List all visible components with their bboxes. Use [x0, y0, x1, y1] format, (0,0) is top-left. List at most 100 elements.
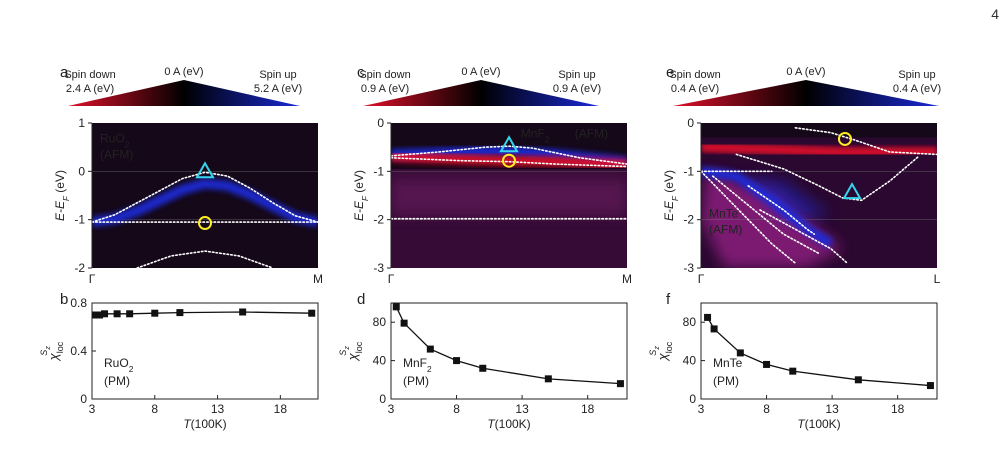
panel-f-point-0 — [704, 313, 712, 321]
panel-c-ytick-label-3: -3 — [373, 261, 384, 275]
panel-b-point-4 — [126, 310, 134, 318]
panel-b-point-5 — [151, 309, 159, 317]
panel-c-heatmap — [391, 123, 627, 268]
panel-c-dotted-band-0 — [391, 145, 627, 165]
panel-c-ylabel-text: E-EF (eV) — [352, 170, 370, 221]
panel-a-ylabel-text: E-EF (eV) — [53, 170, 71, 221]
panel-e-colorbar-triangle — [673, 80, 939, 106]
panel-d-ylabel-text: χlocSz — [338, 341, 364, 361]
panel-d-letter: d — [357, 291, 365, 308]
panel-a-ytick-label-0: 1 — [78, 116, 85, 130]
panel-d-ytick-label-2: 0 — [379, 392, 386, 406]
panel-e-ytick-label-1: -1 — [683, 164, 694, 178]
panel-e-heatmap — [701, 123, 937, 268]
panel-f-point-2 — [736, 349, 744, 357]
panel-d-ylabel: χlocSz — [338, 341, 364, 361]
panel-c-letter: c — [357, 64, 365, 81]
panel-e-dotted-band-0 — [794, 127, 937, 156]
panel-e-ylabel: E-EF (eV) — [662, 170, 680, 221]
panel-f-xlabel: T(100K) — [797, 417, 840, 431]
panel-b-xtick-label-2: 13 — [211, 402, 225, 416]
panel-f-ytick-label-1: 40 — [683, 354, 697, 368]
panel-d-point-3 — [453, 357, 461, 365]
panel-a-triangle-marker — [195, 161, 215, 179]
panel-c-colorbar-left-label: Spin down — [359, 69, 410, 81]
panel-a-dotted-band-0 — [92, 171, 318, 223]
panel-e-dotted-band-3 — [701, 170, 797, 264]
panel-f-ytick-label-0: 80 — [683, 315, 697, 329]
panel-a-letter: a — [60, 64, 69, 81]
panel-e-colorbar-center-label: 0 A (eV) — [786, 66, 825, 78]
panel-d-point-6 — [616, 380, 624, 388]
panel-e-dotted-band-6 — [747, 185, 816, 235]
panel-e-colorbar-right-value: 0.4 A (eV) — [893, 83, 941, 95]
panel-a-circle-marker — [198, 216, 212, 231]
panel-c-xtick-label-1: M — [622, 272, 632, 286]
panel-c-phase-label: (AFM) — [575, 127, 608, 141]
panel-e-band-down-1 — [701, 142, 937, 157]
panel-a-dotted-band-2 — [136, 250, 274, 268]
panel-c-colorbar-triangle — [363, 80, 599, 106]
panel-a-heatmap-bg — [92, 123, 318, 268]
panel-d-point-4 — [479, 364, 487, 372]
panel-b-point-7 — [239, 308, 247, 316]
panel-b-letter: b — [60, 291, 68, 308]
panel-f-point-5 — [854, 376, 862, 384]
panel-c-ytick-label-1: -1 — [373, 164, 384, 178]
panel-f-phase-label: (PM) — [713, 374, 739, 388]
panel-b-ylabel-text: χlocSz — [39, 341, 65, 361]
panel-b-phase-label: (PM) — [104, 374, 130, 388]
panel-e-phase-label: (AFM) — [709, 222, 742, 236]
panel-a-colorbar-triangle — [68, 80, 300, 106]
panel-f-ylabel: χlocSz — [648, 341, 674, 361]
panel-e-ytick-label-0: 0 — [687, 116, 694, 130]
panel-a-material-label: RuO2 — [100, 131, 130, 149]
panel-d-point-0 — [392, 303, 400, 311]
panel-a-ytick-label-1: 0 — [78, 164, 85, 178]
panel-d-point-2 — [426, 345, 434, 353]
panel-d-xtick-label-0: 3 — [388, 402, 395, 416]
panel-e-letter: e — [666, 64, 674, 81]
panel-c-band-down-1 — [391, 151, 627, 170]
panel-e-xtick-label-1: L — [934, 272, 941, 286]
panel-d-xlabel: T(100K) — [487, 417, 530, 431]
panel-f-xtick-label-0: 3 — [698, 402, 705, 416]
panel-c-xtick-label-0: Γ — [388, 272, 395, 286]
panel-c-dotted-band-1 — [391, 157, 627, 168]
panel-c-colorbar-center-label: 0 A (eV) — [461, 66, 500, 78]
panel-a-band-up-0 — [92, 178, 318, 228]
panel-b-ylabel: χlocSz — [39, 341, 65, 361]
panel-b-frame — [91, 302, 319, 400]
panel-d-material-label: MnF2 — [403, 356, 432, 374]
panel-c-magenta-glow — [391, 178, 627, 215]
panel-d-phase-label: (PM) — [403, 374, 429, 388]
panel-e-dotted-band-1 — [735, 153, 919, 202]
panel-b-xlabel: T(100K) — [183, 417, 226, 431]
panel-f-point-3 — [763, 360, 771, 368]
panel-c-colorbar-right-label: Spin up — [558, 69, 595, 81]
panel-e-blue-region — [743, 176, 831, 220]
panel-b-xtick-label-1: 8 — [151, 402, 158, 416]
panel-b-point-8 — [308, 309, 316, 317]
panel-f-letter: f — [666, 291, 671, 308]
panel-b-xtick-label-3: 18 — [274, 402, 288, 416]
panel-b-point-2 — [101, 310, 109, 318]
panel-a-colorbar-left-label: Spin down — [64, 69, 115, 81]
panel-c-triangle-marker — [499, 135, 519, 153]
panel-e-colorbar-left-label: Spin down — [669, 69, 720, 81]
panel-f-point-4 — [789, 367, 797, 375]
panel-a-xtick-label-0: Γ — [89, 272, 96, 286]
panel-a-ytick-label-3: -2 — [74, 261, 85, 275]
panel-e-colorbar-right-label: Spin up — [898, 69, 935, 81]
panel-e-ylabel-text: E-EF (eV) — [662, 170, 680, 221]
panel-c-colorbar-left-value: 0.9 A (eV) — [361, 83, 409, 95]
panel-a-phase-label: (AFM) — [100, 147, 133, 161]
panel-b-material-label: RuO2 — [104, 356, 134, 374]
panel-d-ytick-label-0: 80 — [373, 315, 387, 329]
panel-b-ytick-label-2: 0 — [80, 392, 87, 406]
panel-a-colorbar-left-value: 2.4 A (eV) — [66, 83, 114, 95]
panel-a-ylabel: E-EF (eV) — [53, 170, 71, 221]
panel-e-ytick-label-3: -3 — [683, 261, 694, 275]
panel-f-ytick-label-2: 0 — [689, 392, 696, 406]
